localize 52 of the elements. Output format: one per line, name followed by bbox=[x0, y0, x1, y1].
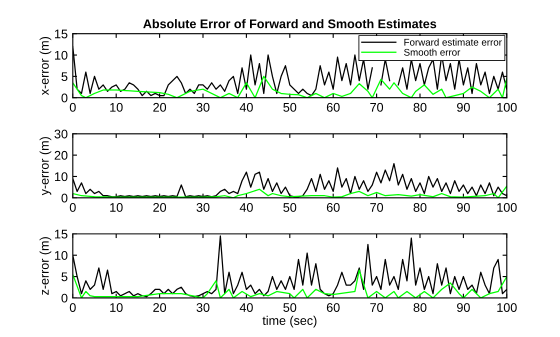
y-tick-label: 0 bbox=[61, 194, 68, 202]
x-tick-label: 80 bbox=[414, 303, 426, 312]
x-tick-label: 20 bbox=[153, 102, 166, 112]
x-tick-label: 10 bbox=[110, 102, 123, 112]
x-tick-label: 60 bbox=[326, 102, 340, 112]
y-tick-label: 5 bbox=[61, 272, 68, 282]
y-tick-label: 15 bbox=[54, 30, 68, 38]
x-tick-label: 40 bbox=[240, 303, 253, 312]
x-tick-label: 0 bbox=[70, 102, 76, 112]
x-tick-label: 70 bbox=[370, 203, 384, 212]
y-axis-title: y-error (m) bbox=[40, 137, 52, 196]
y-tick-label: 20 bbox=[54, 150, 68, 160]
y-axis-title: x-error (m) bbox=[40, 36, 52, 96]
x-tick-label: 30 bbox=[196, 102, 210, 112]
chart-title: Absolute Error of Forward and Smooth Estimates bbox=[143, 19, 436, 28]
x-tick-label: 0 bbox=[70, 303, 76, 312]
x-tick-label: 100 bbox=[497, 102, 517, 112]
y-tick-label: 0 bbox=[61, 294, 68, 303]
y-tick-label: 10 bbox=[54, 172, 68, 182]
x-tick-label: 20 bbox=[153, 203, 166, 212]
y-tick-label: 30 bbox=[54, 130, 68, 138]
x-tick-label: 30 bbox=[196, 203, 210, 212]
x-tick-label: 50 bbox=[283, 203, 296, 212]
x-tick-label: 70 bbox=[370, 102, 384, 112]
x-tick-label: 80 bbox=[414, 203, 426, 212]
x-tick-label: 90 bbox=[457, 102, 470, 112]
y-tick-label: 10 bbox=[54, 251, 68, 260]
y-axis-title: z-error (m) bbox=[40, 237, 52, 295]
x-tick-label: 20 bbox=[153, 303, 166, 312]
x-tick-label: 0 bbox=[70, 203, 76, 212]
x-tick-label: 100 bbox=[497, 203, 517, 212]
x-tick-label: 70 bbox=[370, 303, 384, 312]
legend-label: Forward estimate error bbox=[404, 38, 502, 46]
x-tick-label: 50 bbox=[283, 303, 296, 312]
x-tick-label: 90 bbox=[457, 303, 470, 312]
x-tick-label: 100 bbox=[497, 303, 517, 312]
x-tick-label: 60 bbox=[326, 203, 340, 212]
x-tick-label: 50 bbox=[283, 102, 296, 112]
x-tick-label: 10 bbox=[110, 303, 123, 312]
y-tick-label: 10 bbox=[54, 50, 68, 60]
x-axis-title: time (sec) bbox=[262, 316, 316, 328]
y-tick-label: 15 bbox=[54, 230, 68, 239]
x-tick-label: 10 bbox=[110, 203, 123, 212]
x-tick-label: 80 bbox=[414, 102, 426, 112]
x-tick-label: 40 bbox=[240, 102, 253, 112]
y-tick-label: 0 bbox=[61, 94, 68, 102]
x-tick-label: 60 bbox=[326, 303, 340, 312]
y-tick-label: 5 bbox=[61, 72, 68, 82]
legend-label: Smooth error bbox=[404, 48, 460, 56]
x-tick-label: 40 bbox=[240, 203, 253, 212]
x-tick-label: 90 bbox=[457, 203, 470, 212]
x-tick-label: 30 bbox=[196, 303, 210, 312]
